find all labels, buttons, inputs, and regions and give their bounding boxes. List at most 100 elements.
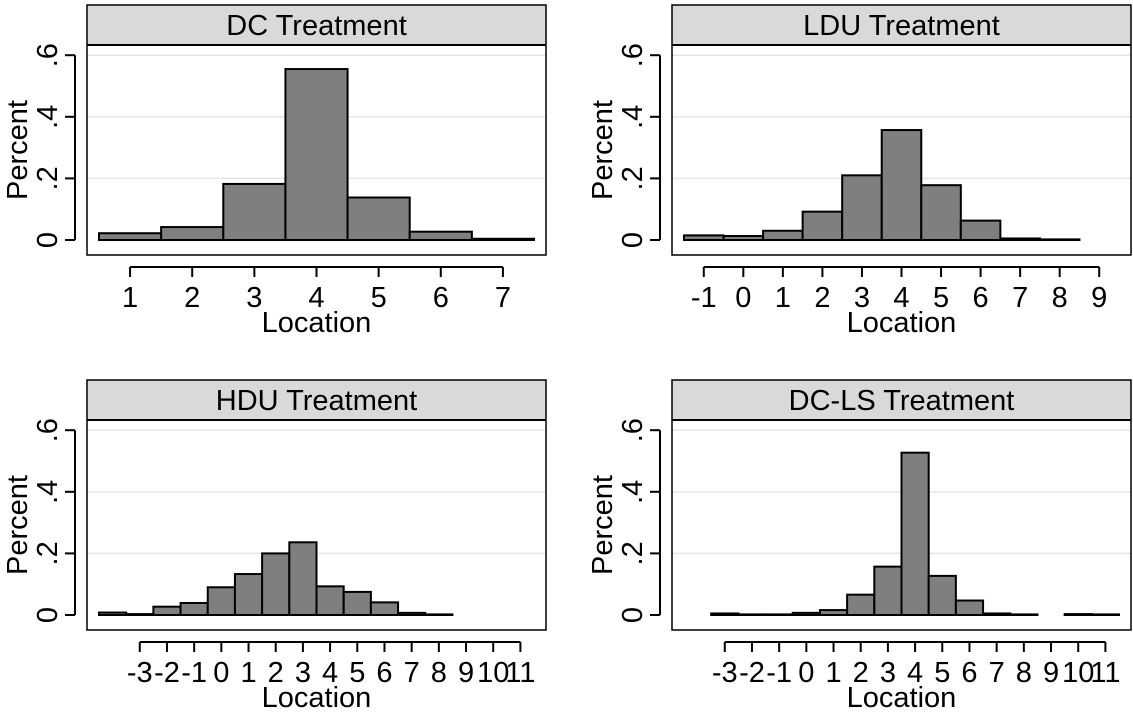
- bar-x-6: [408, 230, 473, 242]
- x-tick-label: 5: [371, 282, 387, 314]
- y-tick-label: .2: [617, 166, 649, 190]
- bar-x-7: [999, 237, 1041, 242]
- x-tick-label: 4: [893, 282, 909, 314]
- bar-x--4: [98, 611, 128, 617]
- bar-x--1: [764, 613, 794, 616]
- y-axis-label: Percent: [587, 475, 619, 575]
- x-tick-label: 8: [1016, 657, 1032, 689]
- panel-header: [87, 5, 546, 45]
- x-tick-label: 10: [1062, 657, 1094, 689]
- panel-title: LDU Treatment: [803, 10, 1000, 42]
- panel-frame: [671, 4, 1132, 256]
- bar-x-3: [873, 565, 903, 616]
- panel-frame: [86, 4, 547, 256]
- bar-x-8: [424, 613, 454, 616]
- panel-title: DC Treatment: [226, 10, 407, 42]
- x-tick-label: 9: [1091, 282, 1107, 314]
- y-tick-label: .4: [617, 480, 649, 504]
- y-tick-label: .2: [32, 541, 64, 565]
- x-tick-label: 6: [433, 282, 449, 314]
- x-axis-label: Location: [847, 307, 957, 339]
- x-tick-label: 5: [349, 657, 365, 689]
- bar-x-1: [818, 609, 849, 617]
- x-tick-label: 1: [240, 657, 256, 689]
- bar-x-4: [315, 585, 345, 617]
- x-tick-label: 1: [122, 282, 138, 314]
- bar-x-0: [722, 234, 765, 242]
- x-tick-label: 4: [907, 657, 923, 689]
- panel-title: HDU Treatment: [216, 385, 417, 417]
- bar-x-5: [920, 184, 962, 241]
- bar-x-1: [762, 229, 804, 241]
- bar-x--1: [179, 601, 209, 616]
- x-tick-label: 2: [268, 657, 284, 689]
- x-tick-label: 0: [213, 657, 229, 689]
- x-tick-label: -3: [712, 657, 738, 689]
- y-tick-label: .4: [617, 105, 649, 129]
- y-tick-label: .6: [617, 418, 649, 442]
- bar-x-4: [900, 451, 930, 616]
- x-tick-label: 8: [1052, 282, 1068, 314]
- bar-x--1: [683, 234, 725, 242]
- bar-x-3: [222, 182, 287, 241]
- x-tick-label: 3: [295, 657, 311, 689]
- y-tick-label: .4: [32, 105, 64, 129]
- chart-panel-1: DC Treatment 0 .2 .4 .6 Percent 1 2 3 4 5 6 7 Locatio…: [2, 4, 547, 339]
- x-tick-label: 11: [505, 657, 535, 689]
- bar-x-8: [1038, 238, 1081, 242]
- x-tick-label: 1: [825, 657, 841, 689]
- bar-x-2: [846, 593, 876, 616]
- bar-x-1: [233, 573, 264, 617]
- panel-frame: [671, 379, 1132, 631]
- x-tick-label: 6: [973, 282, 989, 314]
- y-axis-label: Percent: [587, 100, 619, 200]
- y-tick-label: .6: [32, 43, 64, 67]
- x-tick-label: -1: [691, 282, 717, 314]
- x-tick-label: 0: [735, 282, 751, 314]
- x-tick-label: -3: [127, 657, 153, 689]
- x-tick-label: 10: [477, 657, 509, 689]
- bar-x--3: [710, 612, 740, 617]
- bar-x-2: [160, 226, 225, 241]
- bar-x-6: [954, 599, 985, 616]
- x-tick-label: 6: [376, 657, 392, 689]
- y-tick-label: .6: [32, 418, 64, 442]
- x-tick-label: 9: [458, 657, 474, 689]
- bar-x-6: [369, 601, 400, 617]
- bar-x-10: [1063, 613, 1093, 616]
- bar-x-11: [1090, 613, 1120, 616]
- x-tick-label: 8: [431, 657, 447, 689]
- bar-x-0: [206, 586, 236, 617]
- x-tick-label: 7: [495, 282, 511, 314]
- x-tick-label: 4: [322, 657, 338, 689]
- y-tick-label: 0: [32, 607, 64, 623]
- y-tick-label: .4: [32, 480, 64, 504]
- x-tick-label: 9: [1043, 657, 1059, 689]
- x-axis-label: Location: [262, 682, 372, 708]
- x-tick-label: 7: [1012, 282, 1028, 314]
- y-axis-label: Percent: [2, 100, 34, 200]
- x-tick-label: 0: [798, 657, 814, 689]
- x-tick-label: 2: [814, 282, 830, 314]
- x-tick-label: 2: [853, 657, 869, 689]
- panel-header: [672, 5, 1131, 45]
- x-tick-label: 4: [308, 282, 324, 314]
- panel-header: [87, 380, 546, 420]
- bar-x-5: [927, 574, 957, 616]
- bar-x-7: [982, 612, 1012, 617]
- panel-title: DC-LS Treatment: [789, 385, 1015, 417]
- x-tick-label: 2: [184, 282, 200, 314]
- bar-x--2: [152, 605, 182, 617]
- bar-x-0: [791, 611, 821, 616]
- bar-x-2: [801, 210, 844, 242]
- bar-x-3: [841, 174, 883, 242]
- x-tick-label: 3: [854, 282, 870, 314]
- x-tick-label: 3: [246, 282, 262, 314]
- x-tick-label: 5: [934, 657, 950, 689]
- x-tick-label: 1: [775, 282, 791, 314]
- bar-x-1: [98, 232, 163, 241]
